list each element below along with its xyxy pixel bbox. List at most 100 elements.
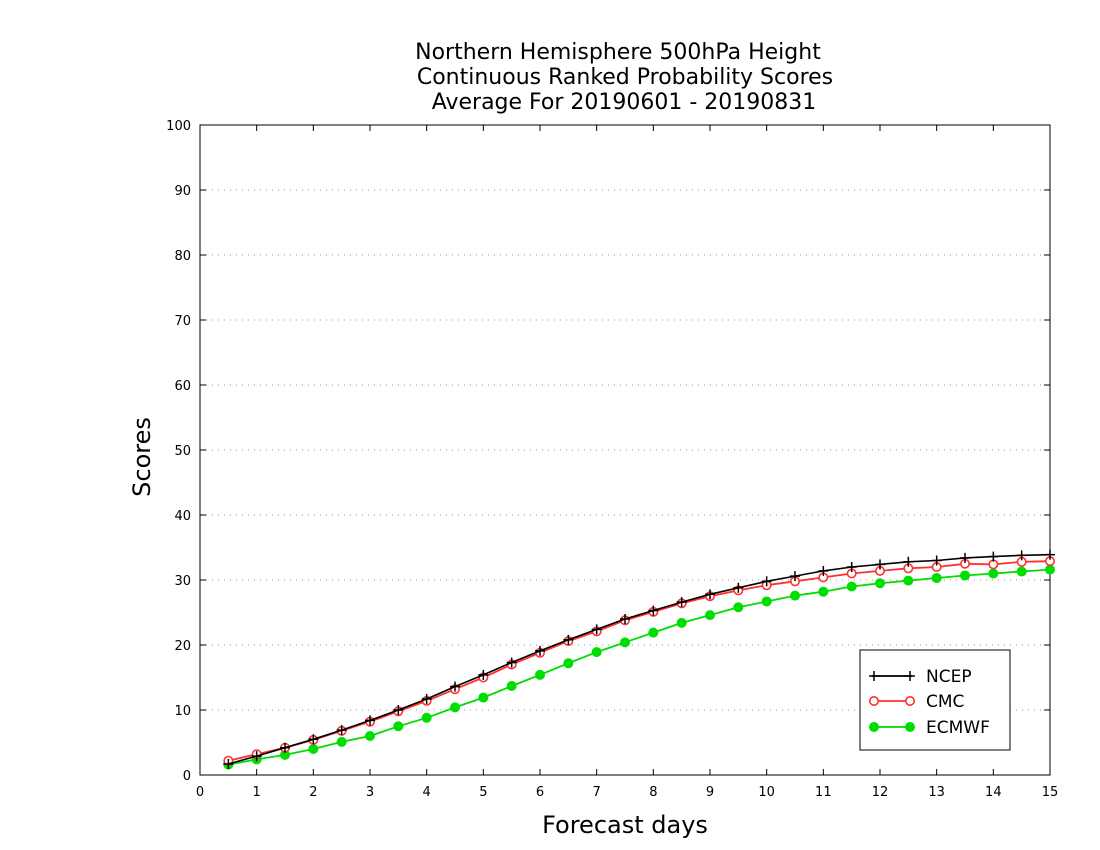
legend-marker — [905, 671, 915, 681]
data-point-ncep — [1045, 549, 1055, 560]
legend-label: CMC — [926, 692, 964, 712]
x-tick-label: 8 — [649, 785, 657, 800]
x-tick-label: 5 — [479, 785, 487, 800]
data-point-ecmwf — [676, 617, 687, 628]
y-tick-label: 100 — [166, 119, 191, 134]
data-point-ecmwf — [761, 596, 772, 607]
data-point-ecmwf — [733, 602, 744, 613]
legend-marker — [905, 722, 915, 732]
data-point-ecmwf — [648, 627, 659, 638]
data-point-ecmwf — [421, 712, 432, 723]
x-tick-label: 14 — [985, 785, 1002, 800]
data-point-ncep — [790, 571, 800, 582]
data-point-ncep — [535, 645, 545, 656]
x-tick-label: 13 — [928, 785, 945, 800]
title-line-1: Northern Hemisphere 500hPa Height — [415, 40, 821, 65]
legend-item-ncep: NCEP — [869, 667, 972, 687]
data-point-ecmwf — [450, 702, 460, 713]
data-point-ecmwf — [563, 658, 574, 669]
y-axis-label: Scores — [128, 417, 156, 497]
data-point-ncep — [988, 551, 999, 562]
data-point-ncep — [960, 552, 970, 563]
y-tick-label: 0 — [183, 769, 191, 784]
series-group — [223, 549, 1056, 770]
data-point-ecmwf — [591, 647, 602, 658]
data-point-ncep — [393, 705, 404, 715]
y-tick-label: 60 — [174, 379, 191, 394]
x-tick-label: 15 — [1042, 785, 1059, 800]
data-point-ncep — [563, 634, 574, 645]
legend-marker — [869, 722, 879, 732]
data-point-ncep — [280, 742, 290, 753]
x-axis-label: Forecast days — [542, 811, 708, 839]
data-point-ecmwf — [846, 581, 857, 592]
data-point-ncep — [846, 562, 857, 572]
data-point-ecmwf — [1016, 566, 1027, 577]
data-point-ncep — [818, 565, 829, 576]
data-point-ecmwf — [308, 744, 319, 754]
legend-marker — [869, 671, 879, 681]
data-point-ecmwf — [1045, 564, 1055, 575]
legend-marker — [868, 695, 879, 706]
data-point-ncep — [450, 681, 460, 692]
series-ncep — [223, 549, 1055, 769]
data-point-ncep — [223, 758, 234, 769]
data-point-ecmwf — [336, 736, 347, 747]
data-point-ncep — [591, 624, 602, 635]
y-tick-label: 80 — [174, 249, 191, 264]
data-point-ecmwf — [620, 637, 630, 648]
legend-marker — [904, 695, 915, 706]
data-point-ecmwf — [506, 680, 517, 691]
chart-title: Northern Hemisphere 500hPa Height Contin… — [415, 40, 833, 115]
data-point-ecmwf — [478, 692, 489, 703]
x-tick-label: 4 — [423, 785, 431, 800]
title-line-2: Continuous Ranked Probability Scores — [417, 65, 833, 90]
y-tick-label: 50 — [174, 444, 191, 459]
data-point-ncep — [1016, 550, 1027, 561]
x-tick-label: 11 — [815, 785, 832, 800]
x-tick-label: 7 — [593, 785, 601, 800]
data-point-ecmwf — [988, 568, 999, 579]
data-point-ecmwf — [705, 610, 715, 621]
legend-label: NCEP — [926, 667, 972, 687]
data-point-ncep — [308, 734, 319, 745]
x-tick-label: 0 — [196, 785, 204, 800]
data-point-ncep — [336, 725, 347, 736]
data-point-ncep — [676, 597, 687, 608]
data-point-ncep — [251, 751, 262, 762]
y-tick-label: 30 — [174, 574, 191, 589]
data-point-ecmwf — [931, 573, 942, 584]
x-tick-label: 6 — [536, 785, 544, 800]
data-point-ncep — [761, 576, 772, 587]
legend-item-cmc: CMC — [868, 692, 964, 712]
data-point-ncep — [875, 559, 885, 570]
x-tick-label: 3 — [366, 785, 374, 800]
data-point-ecmwf — [393, 721, 404, 732]
x-tick-label: 12 — [872, 785, 889, 800]
data-point-ncep — [478, 669, 489, 680]
data-point-ecmwf — [875, 578, 885, 589]
x-axis: 0 1 2 3 4 5 6 7 8 9 10 11 12 13 14 15 — [196, 125, 1058, 800]
data-point-ncep — [903, 556, 914, 567]
legend-label: ECMWF — [926, 718, 990, 738]
legend-item-ecmwf: ECMWF — [869, 718, 990, 738]
data-point-ncep — [365, 715, 375, 726]
data-point-ncep — [705, 589, 715, 600]
data-point-ncep — [931, 555, 942, 566]
data-point-ecmwf — [535, 669, 545, 680]
data-point-ecmwf — [903, 575, 914, 586]
grid — [200, 189, 1050, 711]
legend-box — [859, 649, 1011, 751]
x-tick-label: 10 — [758, 785, 775, 800]
data-point-ecmwf — [280, 749, 290, 760]
y-tick-label: 70 — [174, 314, 191, 329]
data-point-ncep — [648, 605, 659, 616]
y-tick-label: 10 — [174, 704, 191, 719]
data-point-ncep — [506, 657, 517, 668]
data-point-ncep — [733, 582, 744, 593]
data-point-ecmwf — [818, 586, 829, 597]
y-axis: 0 10 20 30 40 50 60 70 80 90 100 — [166, 119, 1050, 784]
y-tick-label: 90 — [174, 184, 191, 199]
data-point-ecmwf — [365, 731, 375, 741]
